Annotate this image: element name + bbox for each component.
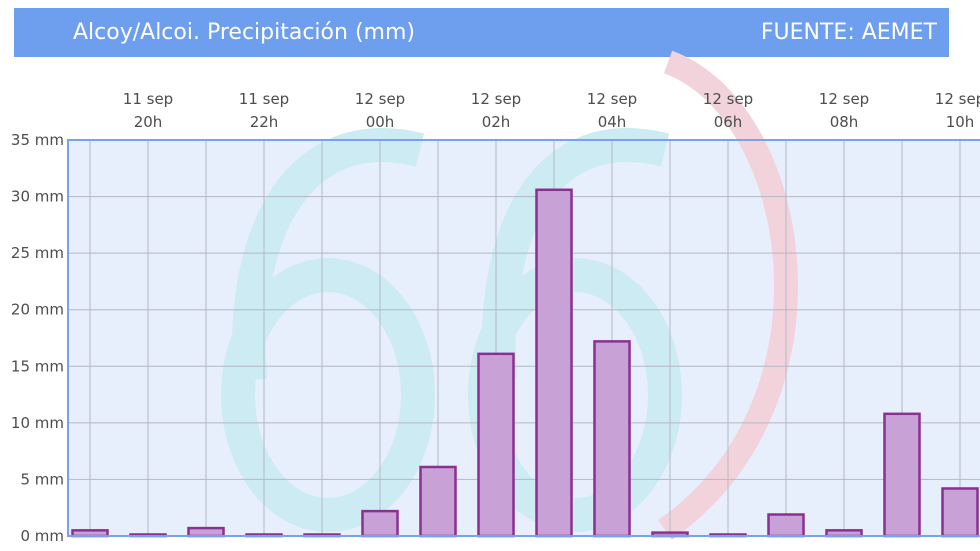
x-tick-date: 12 sep [935, 90, 980, 108]
y-tick-label: 5 mm [20, 470, 64, 488]
bar-10h [941, 487, 979, 538]
x-tick-hour: 22h [250, 113, 279, 131]
x-tick-hour: 06h [714, 113, 743, 131]
x-tick-date: 11 sep [123, 90, 173, 108]
x-tick-date: 12 sep [703, 90, 753, 108]
bar-07h [767, 513, 805, 538]
x-tick-date: 12 sep [471, 90, 521, 108]
bar-21h [187, 526, 225, 538]
y-tick-label: 20 mm [11, 301, 64, 319]
source-label: FUENTE: AEMET [760, 20, 937, 45]
y-tick-label: 10 mm [11, 414, 64, 432]
x-tick-hour: 10h [946, 113, 975, 131]
y-tick-label: 25 mm [11, 244, 64, 262]
bar-04h [593, 340, 631, 538]
chart-header: Alcoy/Alcoi. Precipitación (mm) FUENTE: … [14, 8, 949, 57]
x-tick-date: 12 sep [587, 90, 637, 108]
watermark-parenthesis [658, 50, 799, 540]
bar-03h [535, 188, 573, 538]
x-tick-hour: 02h [482, 113, 511, 131]
x-tick-date: 12 sep [819, 90, 869, 108]
x-tick-hour: 20h [134, 113, 163, 131]
watermark-stroke-right [481, 128, 670, 382]
y-tick-label: 30 mm [11, 188, 64, 206]
y-tick-label: 35 mm [11, 131, 64, 149]
bar-00h [361, 509, 399, 538]
y-tick-label: 15 mm [11, 357, 64, 375]
y-tick-label: 0 mm [20, 527, 64, 545]
x-tick-hour: 00h [366, 113, 395, 131]
chart-title: Alcoy/Alcoi. Precipitación (mm) [73, 20, 415, 45]
x-tick-hour: 08h [830, 113, 859, 131]
watermark-logo [221, 50, 799, 540]
bar-01h [419, 465, 457, 538]
x-tick-hour: 04h [598, 113, 627, 131]
x-tick-date: 12 sep [355, 90, 405, 108]
bar-09h [883, 412, 921, 538]
bar-02h [477, 352, 515, 538]
x-tick-date: 11 sep [239, 90, 289, 108]
watermark-stroke-left [232, 128, 425, 382]
watermark-ring-left [221, 258, 435, 532]
